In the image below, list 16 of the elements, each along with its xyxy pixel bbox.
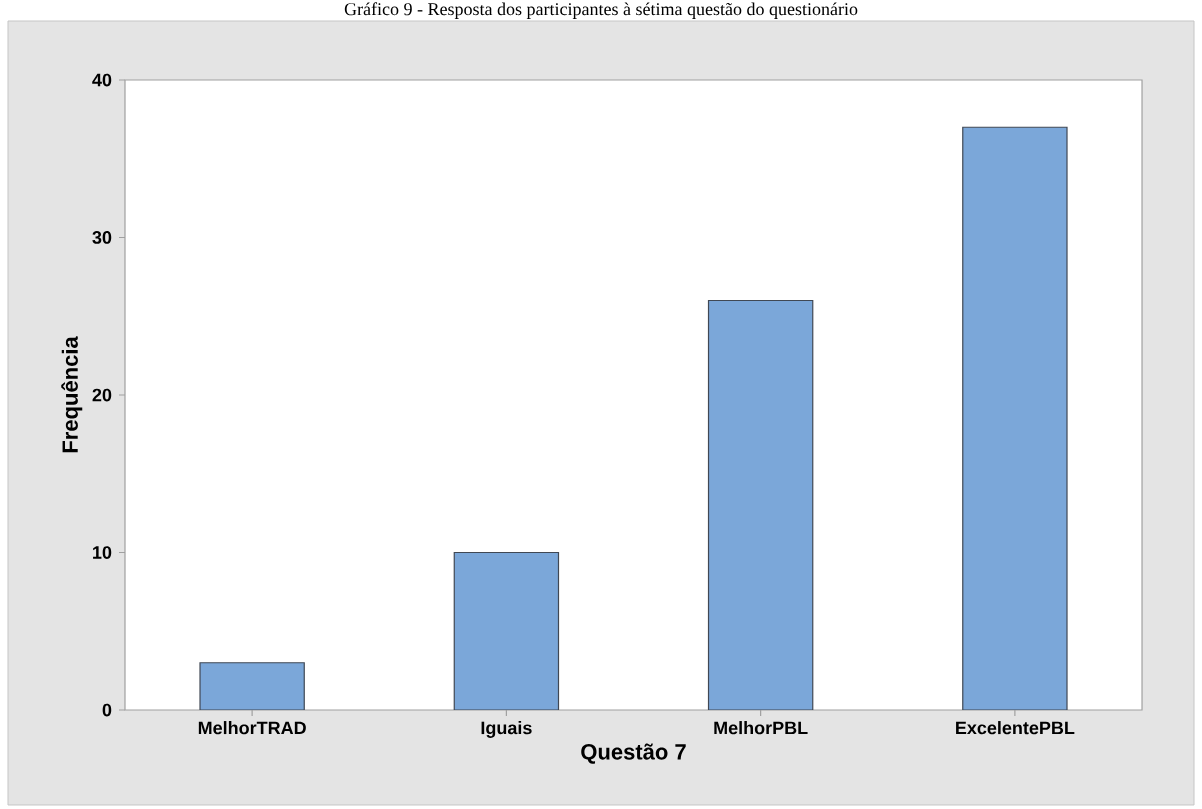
bar bbox=[962, 126, 1068, 710]
x-tick-label: ExcelentePBL bbox=[956, 721, 1075, 735]
x-tick-label: MelhorTRAD bbox=[198, 721, 306, 735]
bar bbox=[199, 662, 305, 710]
y-tick-label: 40 bbox=[92, 73, 112, 87]
y-tick-label: 20 bbox=[92, 388, 112, 402]
y-tick-label: 0 bbox=[102, 703, 112, 717]
y-tick-label: 30 bbox=[92, 231, 112, 244]
bar bbox=[453, 551, 560, 710]
chart-title: Gráfico 9 - Resposta dos participantes à sétima questão do questionário bbox=[344, 2, 858, 19]
y-axis-title: Frequência bbox=[61, 336, 83, 453]
y-tick-label: 10 bbox=[93, 546, 112, 559]
bar bbox=[707, 299, 814, 710]
x-tick-label: MelhorPBL bbox=[714, 721, 808, 735]
x-tick-label: Iguais bbox=[481, 721, 532, 738]
x-axis-title: Questão 7 bbox=[581, 743, 686, 764]
